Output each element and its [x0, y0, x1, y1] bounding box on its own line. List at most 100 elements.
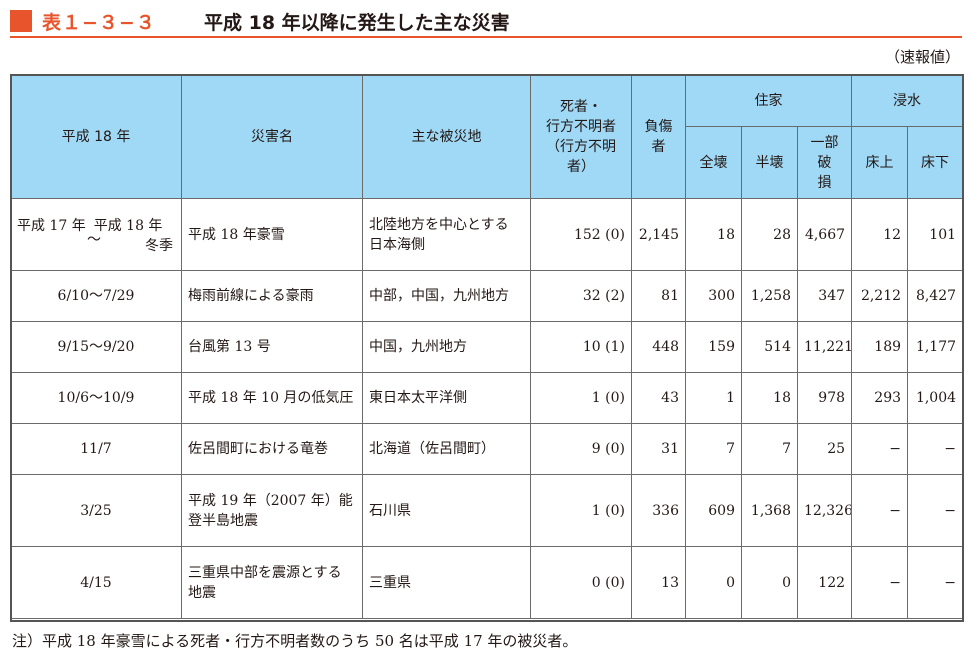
name-line1: 三重県中部を震源とする [188, 564, 342, 581]
cell-above-floor: − [851, 546, 909, 619]
cell-disaster-name: 台風第 13 号 [181, 321, 363, 373]
cell-partial-damage: 12,326 [796, 474, 853, 547]
period-start: 平成 17 年 [17, 217, 86, 234]
period-range-tilde: ～ [87, 231, 101, 248]
cell-above-floor: 189 [851, 321, 909, 373]
cell-below-floor: 1,004 [907, 372, 964, 424]
cell-below-floor: − [907, 423, 964, 475]
cell-dead-missing: 32 (2) [530, 270, 632, 322]
period-season: 冬季 [145, 237, 173, 254]
cell-main-area: 東日本太平洋側 [362, 372, 531, 424]
cell-injured: 336 [631, 474, 686, 547]
header-partial-line1: 一部破 [810, 134, 839, 171]
cell-total-collapse: 1 [685, 372, 742, 424]
header-disaster-name: 災害名 [181, 74, 363, 199]
cell-main-area: 三重県 [362, 546, 531, 619]
cell-injured: 448 [631, 321, 686, 373]
table-row: 9/15～9/20 台風第 13 号 中国，九州地方 10 (1) 448 15… [10, 321, 964, 373]
cell-half-collapse: 28 [741, 198, 798, 271]
cell-main-area: 北海道（佐呂間町） [362, 423, 531, 475]
cell-partial-damage: 11,221 [796, 321, 853, 373]
table-row: 6/10～7/29 梅雨前線による豪雨 中部，中国，九州地方 32 (2) 81… [10, 270, 964, 322]
area-line2: 日本海側 [369, 236, 425, 253]
cell-period: 9/15～9/20 [10, 321, 182, 373]
cell-disaster-name: 平成 18 年 10 月の低気圧 [181, 372, 363, 424]
table-title-bar: 表１−３−３ 平成 18 年以降に発生した主な災害 [10, 6, 962, 38]
cell-injured: 2,145 [631, 198, 686, 271]
cell-total-collapse: 159 [685, 321, 742, 373]
cell-main-area: 中部，中国，九州地方 [362, 270, 531, 322]
cell-dead-missing: 1 (0) [530, 372, 632, 424]
cell-below-floor: − [907, 546, 964, 619]
header-dead-missing-line3: （行方不明者） [546, 138, 616, 175]
cell-main-area: 中国，九州地方 [362, 321, 531, 373]
cell-injured: 43 [631, 372, 686, 424]
header-dead-missing: 死者・ 行方不明者 （行方不明者） [530, 74, 632, 199]
table-row: 10/6～10/9 平成 18 年 10 月の低気圧 東日本太平洋側 1 (0)… [10, 372, 964, 424]
header-period: 平成 18 年 [10, 74, 182, 199]
header-partial-line2: 損 [817, 174, 832, 191]
table-number: 表１−３−３ [42, 12, 156, 34]
cell-above-floor: − [851, 474, 909, 547]
cell-total-collapse: 0 [685, 546, 742, 619]
header-main-area: 主な被災地 [362, 74, 531, 199]
table-row: 4/15 三重県中部を震源とする 地震 三重県 0 (0) 13 0 0 122… [10, 546, 964, 619]
cell-injured: 13 [631, 546, 686, 619]
cell-disaster-name: 梅雨前線による豪雨 [181, 270, 363, 322]
header-half-collapse: 半壊 [741, 126, 798, 199]
cell-partial-damage: 978 [796, 372, 853, 424]
cell-half-collapse: 514 [741, 321, 798, 373]
cell-period: 4/15 [10, 546, 182, 619]
header-total-collapse: 全壊 [685, 126, 742, 199]
name-line1: 平成 19 年（2007 年）能 [188, 492, 353, 509]
cell-above-floor: 12 [851, 198, 909, 271]
cell-injured: 81 [631, 270, 686, 322]
header-houses: 住家 [684, 74, 853, 127]
header-below-floor: 床下 [907, 126, 964, 199]
preliminary-note: （速報値） [884, 48, 960, 66]
table-row: 11/7 佐呂間町における竜巻 北海道（佐呂間町） 9 (0) 31 7 7 2… [10, 423, 964, 475]
header-partial-damage: 一部破 損 [796, 126, 853, 199]
cell-disaster-name: 平成 18 年豪雪 [181, 198, 363, 271]
cell-partial-damage: 122 [796, 546, 853, 619]
page-title: 平成 18 年以降に発生した主な災害 [204, 12, 510, 34]
cell-main-area: 石川県 [362, 474, 531, 547]
cell-disaster-name: 平成 19 年（2007 年）能 登半島地震 [181, 474, 363, 547]
cell-below-floor: − [907, 474, 964, 547]
cell-period: 11/7 [10, 423, 182, 475]
header-flooding: 浸水 [851, 74, 964, 127]
disaster-table: 平成 18 年 災害名 主な被災地 死者・ 行方不明者 （行方不明者） 負傷者 … [10, 74, 964, 619]
title-marker-square [10, 10, 32, 32]
cell-disaster-name: 三重県中部を震源とする 地震 [181, 546, 363, 619]
cell-total-collapse: 609 [685, 474, 742, 547]
cell-below-floor: 8,427 [907, 270, 964, 322]
cell-half-collapse: 0 [741, 546, 798, 619]
cell-partial-damage: 4,667 [796, 198, 853, 271]
header-above-floor: 床上 [851, 126, 909, 199]
cell-half-collapse: 18 [741, 372, 798, 424]
cell-period: 10/6～10/9 [10, 372, 182, 424]
footnote: 注）平成 18 年豪雪による死者・行方不明者数のうち 50 名は平成 17 年の… [12, 632, 578, 650]
cell-dead-missing: 0 (0) [530, 546, 632, 619]
header-dead-missing-line1: 死者・ [560, 98, 602, 115]
cell-dead-missing: 9 (0) [530, 423, 632, 475]
cell-above-floor: 293 [851, 372, 909, 424]
area-line1: 北陸地方を中心とする [369, 216, 509, 233]
cell-period: 平成 17 年平成 18 年 ～ 冬季 [10, 198, 182, 271]
cell-dead-missing: 1 (0) [530, 474, 632, 547]
cell-total-collapse: 18 [685, 198, 742, 271]
period-end: 平成 18 年 [93, 217, 163, 234]
cell-partial-damage: 347 [796, 270, 853, 322]
cell-half-collapse: 1,258 [741, 270, 798, 322]
table-row: 3/25 平成 19 年（2007 年）能 登半島地震 石川県 1 (0) 33… [10, 474, 964, 547]
name-line2: 地震 [188, 584, 216, 601]
cell-dead-missing: 10 (1) [530, 321, 632, 373]
cell-period: 3/25 [10, 474, 182, 547]
cell-total-collapse: 7 [685, 423, 742, 475]
cell-main-area: 北陸地方を中心とする 日本海側 [362, 198, 531, 271]
name-line2: 登半島地震 [188, 512, 258, 529]
table-row: 平成 17 年平成 18 年 ～ 冬季 平成 18 年豪雪 北陸地方を中心とする… [10, 198, 964, 271]
header-dead-missing-line2: 行方不明者 [546, 118, 616, 135]
cell-partial-damage: 25 [796, 423, 853, 475]
cell-below-floor: 101 [907, 198, 964, 271]
